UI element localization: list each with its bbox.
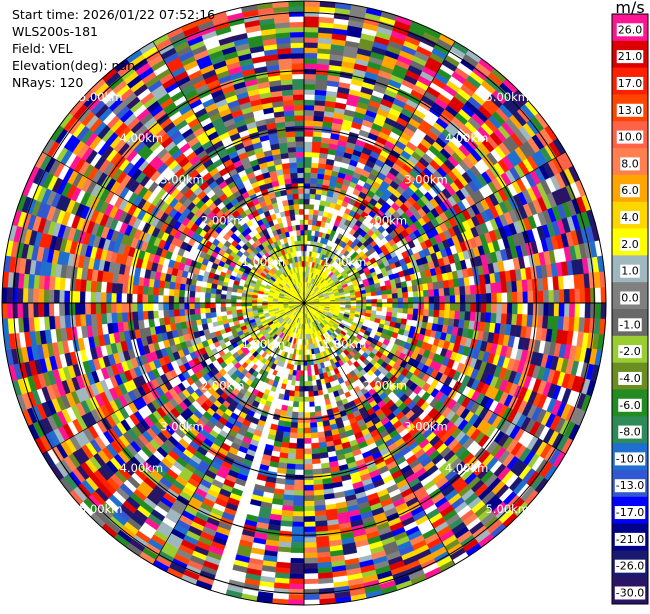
colorbar-tick-bg-13 [618, 371, 642, 385]
colorbar-tick-bg-9 [620, 264, 640, 278]
colorbar-tick-14: -6.0 [619, 399, 640, 412]
nrays-label: NRays: 120 [12, 75, 84, 90]
colorbar-tick-7: 4.0 [621, 211, 639, 224]
azimuth-spoke-7 [42, 151, 305, 304]
colorbar-tick-bg-5 [620, 157, 640, 171]
azimuth-spoke-8 [152, 41, 305, 304]
colorbar-tick-bg-2 [616, 76, 644, 90]
range-label-3-1: 3.00km [404, 172, 447, 186]
range-label-1-2: 1.00km [242, 337, 285, 351]
range-label-1-3: 1.00km [323, 337, 366, 351]
azimuth-spoke-3 [303, 302, 566, 455]
elevation-label: Elevation(deg): nan [12, 58, 136, 73]
colorbar-tick-12: -2.0 [619, 345, 640, 358]
range-label-1-0: 1.00km [242, 255, 285, 269]
range-label-4-1: 4.00km [445, 131, 488, 145]
azimuth-spoke-5 [152, 302, 305, 565]
colorbar-tick-bg-1 [616, 50, 644, 64]
colorbar-tick-20: -26.0 [616, 560, 644, 573]
range-label-5-2: 5.00km [79, 502, 122, 516]
colorbar-tick-16: -10.0 [616, 452, 644, 465]
colorbar-tick-bg-16 [614, 452, 646, 466]
range-label-4-2: 4.00km [120, 461, 163, 475]
range-label-3-3: 3.00km [404, 420, 447, 434]
colorbar-tick-1: 21.0 [618, 50, 643, 63]
colorbar-tick-13: -4.0 [619, 372, 640, 385]
colorbar-tick-bg-15 [618, 425, 642, 439]
range-label-4-0: 4.00km [120, 131, 163, 145]
colorbar-tick-bg-10 [620, 291, 640, 305]
azimuth-spoke-2 [303, 151, 566, 304]
colorbar-tick-bg-6 [620, 184, 640, 198]
range-label-2-2: 2.00km [201, 378, 244, 392]
colorbar-tick-bg-0 [616, 23, 644, 37]
colorbar-tick-bg-4 [616, 130, 644, 144]
colorbar-tick-bg-17 [614, 479, 646, 493]
range-label-5-1: 5.00km [486, 90, 529, 104]
range-label-5-0: 5.00km [79, 90, 122, 104]
colorbar-tick-18: -17.0 [616, 506, 644, 519]
colorbar-tick-9: 1.0 [621, 265, 639, 278]
colorbar-tick-bg-7 [620, 211, 640, 225]
colorbar-tick-6: 6.0 [621, 184, 639, 197]
colorbar-tick-bg-11 [618, 318, 642, 332]
azimuth-spoke-6 [42, 302, 305, 455]
colorbar-frame [611, 13, 649, 605]
range-label-2-1: 2.00km [364, 214, 407, 228]
colorbar-tick-bg-3 [616, 103, 644, 117]
colorbar-tick-15: -8.0 [619, 426, 640, 439]
colorbar-tick-bg-12 [618, 345, 642, 359]
colorbar-tick-bg-21 [614, 586, 646, 600]
range-label-2-3: 2.00km [364, 378, 407, 392]
colorbar-tick-0: 26.0 [618, 23, 643, 36]
colorbar-tick-21: -30.0 [616, 586, 644, 599]
colorbar-tick-bg-8 [620, 237, 640, 251]
colorbar-tick-bg-14 [618, 398, 642, 412]
range-label-2-0: 2.00km [201, 214, 244, 228]
colorbar-unit-label: m/s [615, 0, 645, 17]
colorbar-tick-8: 2.0 [621, 238, 639, 251]
azimuth-spoke-1 [303, 41, 456, 304]
range-label-3-0: 3.00km [160, 172, 203, 186]
colorbar-tick-bg-19 [614, 532, 646, 546]
colorbar-tick-4: 10.0 [618, 131, 643, 144]
start-time-label: Start time: 2026/01/22 07:52:16 [12, 7, 216, 22]
colorbar-tick-5: 8.0 [621, 157, 639, 170]
range-label-3-2: 3.00km [160, 420, 203, 434]
colorbar-tick-17: -13.0 [616, 479, 644, 492]
range-label-4-3: 4.00km [445, 461, 488, 475]
colorbar-tick-bg-18 [614, 506, 646, 520]
colorbar-tick-10: 0.0 [621, 291, 639, 304]
range-label-1-1: 1.00km [323, 255, 366, 269]
colorbar-tick-3: 13.0 [618, 104, 643, 117]
azimuth-spoke-4 [303, 302, 456, 565]
station-label: WLS200s-181 [12, 24, 98, 39]
colorbar-tick-19: -21.0 [616, 533, 644, 546]
field-label: Field: VEL [12, 41, 73, 56]
scan-info: Start time: 2026/01/22 07:52:16 WLS200s-… [12, 6, 215, 91]
colorbar-tick-2: 17.0 [618, 77, 643, 90]
range-label-5-3: 5.00km [486, 502, 529, 516]
colorbar-tick-11: -1.0 [619, 318, 640, 331]
colorbar-tick-bg-20 [614, 559, 646, 573]
